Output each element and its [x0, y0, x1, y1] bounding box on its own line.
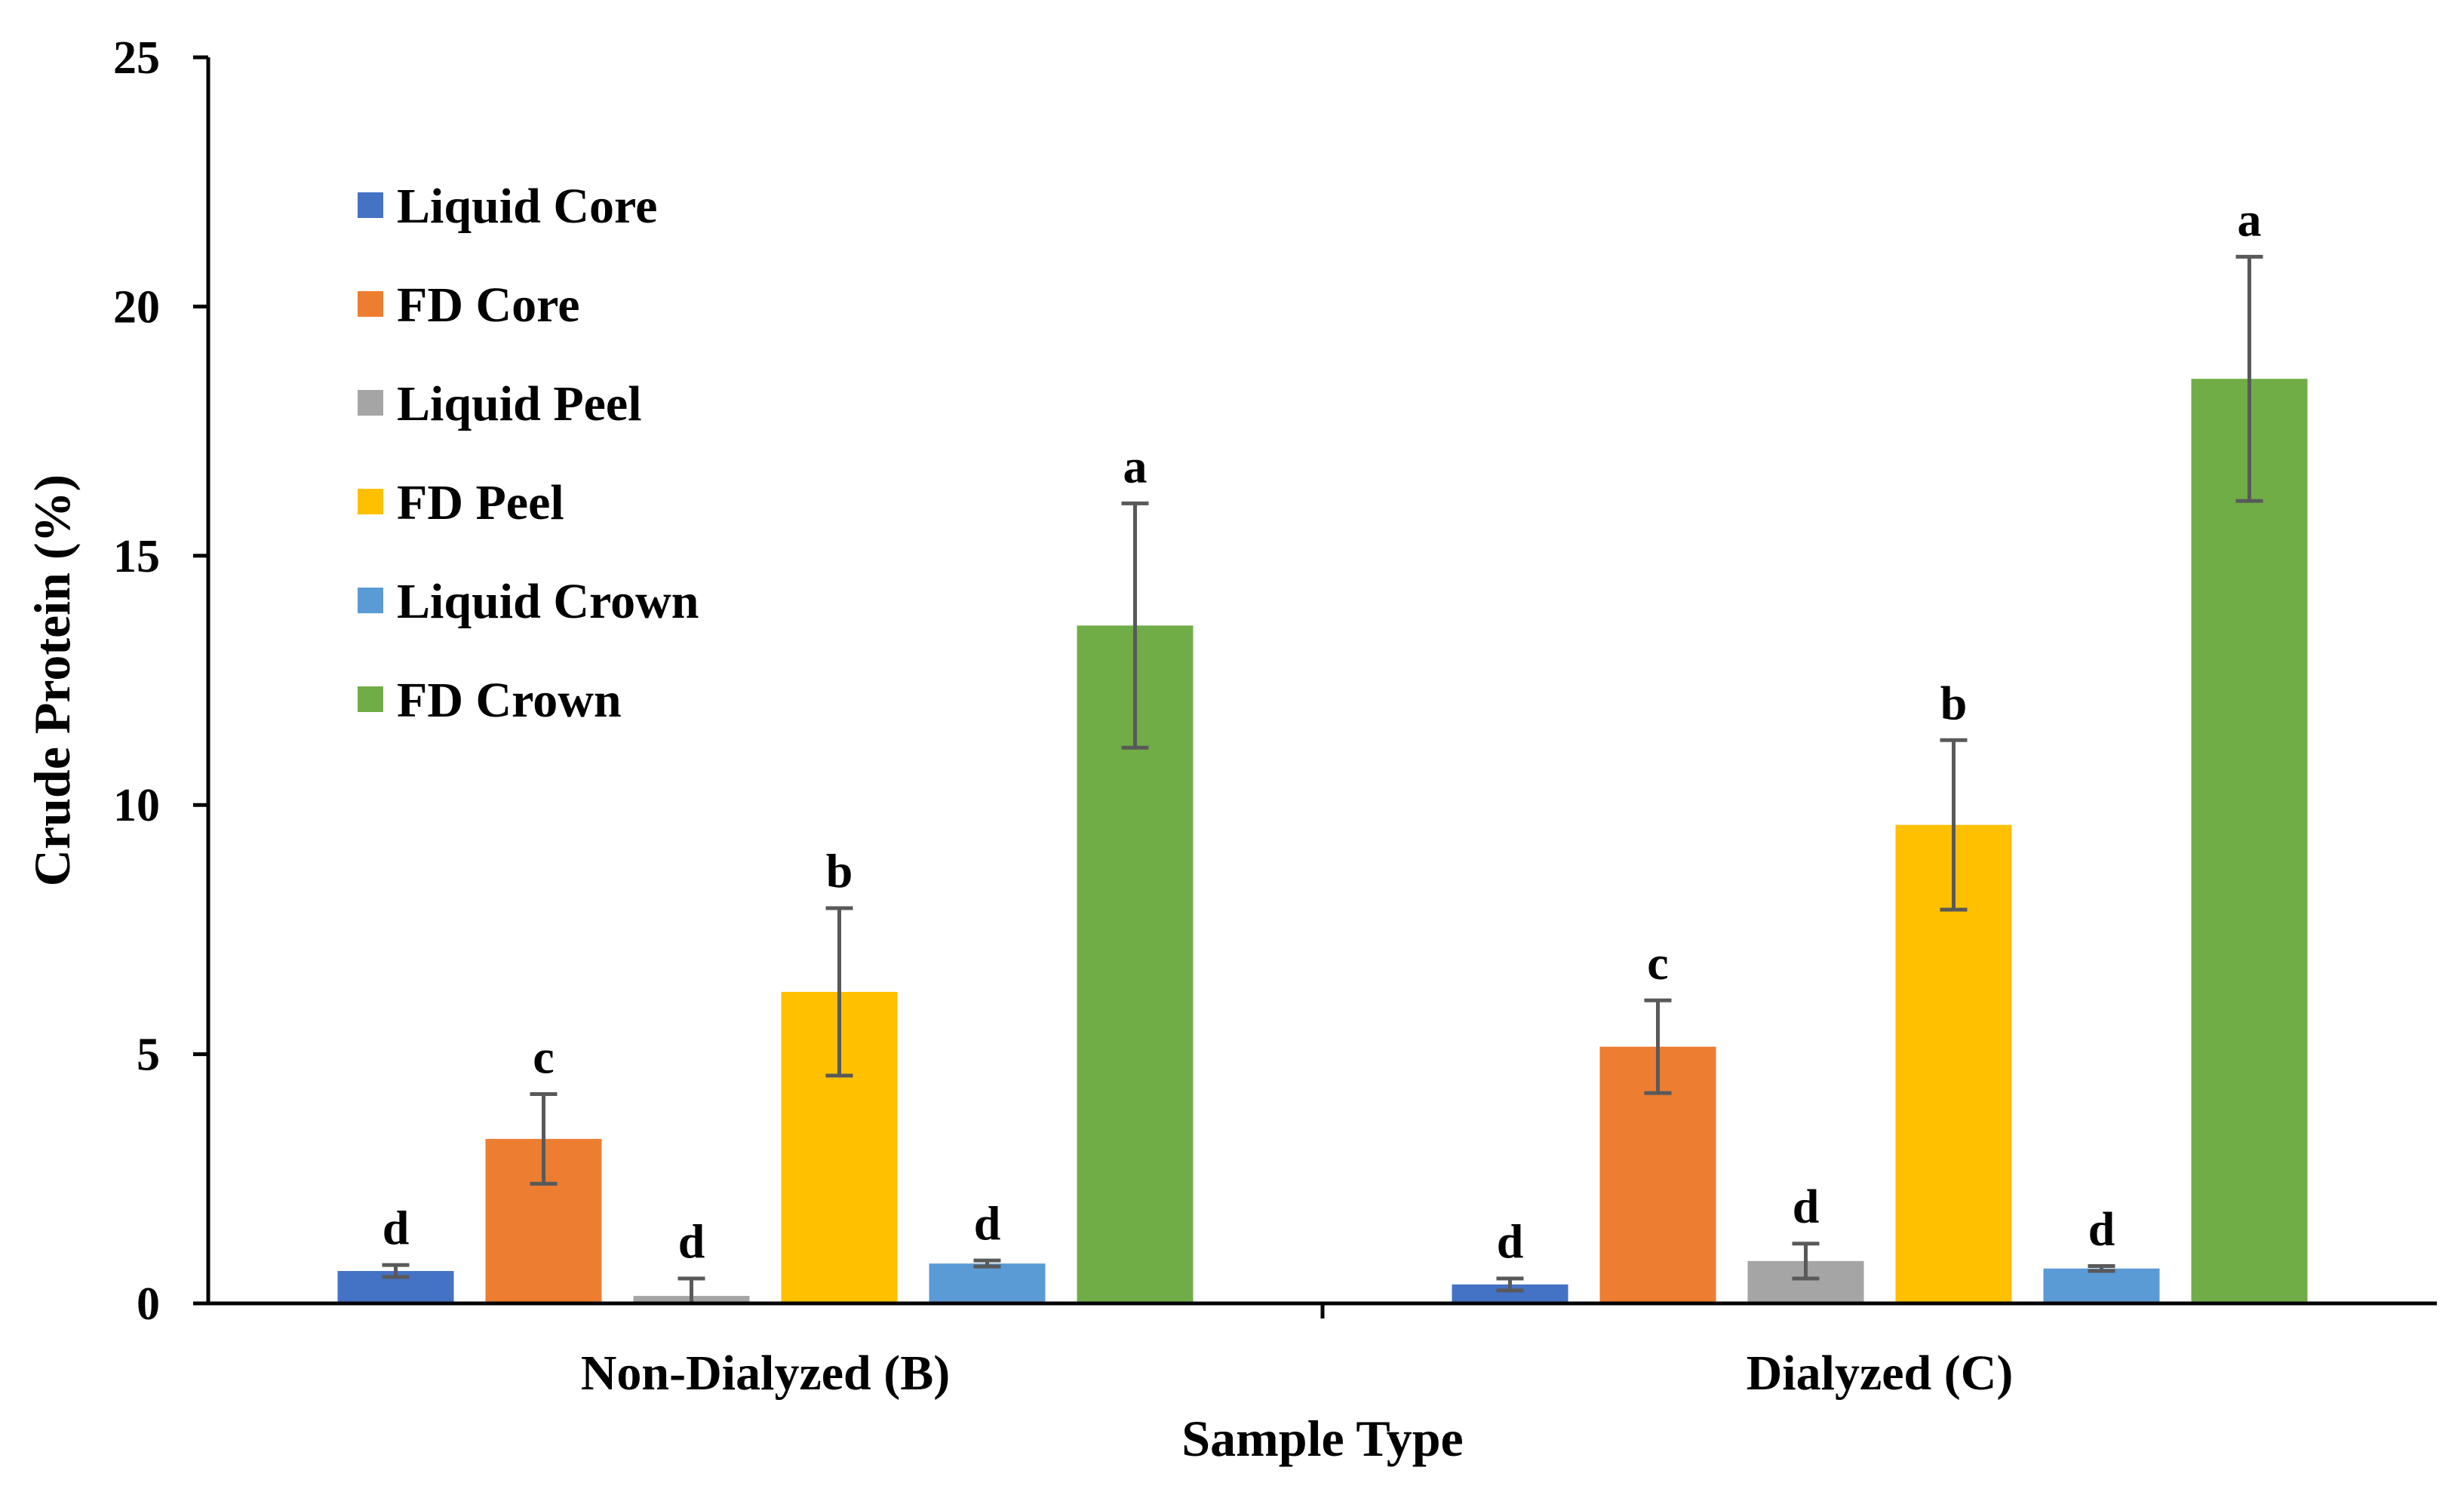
legend-label: FD Crown — [397, 673, 622, 728]
y-tick-label: 20 — [113, 281, 160, 333]
y-tick-label: 15 — [113, 531, 160, 582]
labels: 0 5 10 15 20 25 d c d b d a Non-Dialyzed (B) d c d b d a Di… — [113, 32, 2262, 1401]
significance-letter: c — [533, 1030, 554, 1083]
legend-label: Liquid Core — [397, 179, 657, 234]
significance-letter: b — [826, 844, 853, 898]
y-axis-title: Crude Protein (%) — [23, 474, 81, 886]
plot-area — [337, 254, 2308, 1306]
x-tick-label: Dialyzed (C) — [1747, 1346, 2014, 1401]
bar — [2191, 379, 2308, 1303]
legend-swatch — [358, 686, 383, 712]
legend: Liquid Core FD Core Liquid Peel FD Peel Liqu… — [358, 179, 699, 728]
legend-swatch — [358, 291, 383, 317]
significance-letter: d — [974, 1196, 1001, 1250]
y-tick-label: 25 — [113, 32, 160, 84]
legend-label: FD Core — [397, 278, 580, 333]
x-axis-title: Sample Type — [1181, 1410, 1463, 1467]
y-tick-label: 10 — [113, 780, 160, 831]
significance-letter: a — [2238, 192, 2262, 246]
legend-swatch — [358, 390, 383, 416]
y-tick-label: 0 — [137, 1279, 160, 1330]
axes — [193, 55, 2437, 1318]
legend-swatch — [358, 192, 383, 218]
y-tick-label: 5 — [137, 1030, 160, 1081]
significance-letter: a — [1123, 439, 1148, 493]
legend-swatch — [358, 588, 383, 613]
significance-letter: c — [1647, 936, 1668, 990]
legend-label: Liquid Peel — [397, 376, 642, 431]
significance-letter: d — [678, 1214, 705, 1268]
bar — [929, 1263, 1046, 1303]
significance-letter: d — [1793, 1180, 1820, 1233]
significance-letter: d — [2088, 1202, 2115, 1255]
bar — [2043, 1268, 2160, 1303]
significance-letter: b — [1940, 676, 1968, 729]
significance-letter: d — [383, 1201, 410, 1254]
significance-letter: d — [1497, 1214, 1524, 1268]
legend-swatch — [358, 489, 383, 514]
legend-label: Liquid Crown — [397, 574, 699, 629]
x-tick-label: Non-Dialyzed (B) — [581, 1346, 950, 1401]
legend-label: FD Peel — [397, 475, 564, 530]
